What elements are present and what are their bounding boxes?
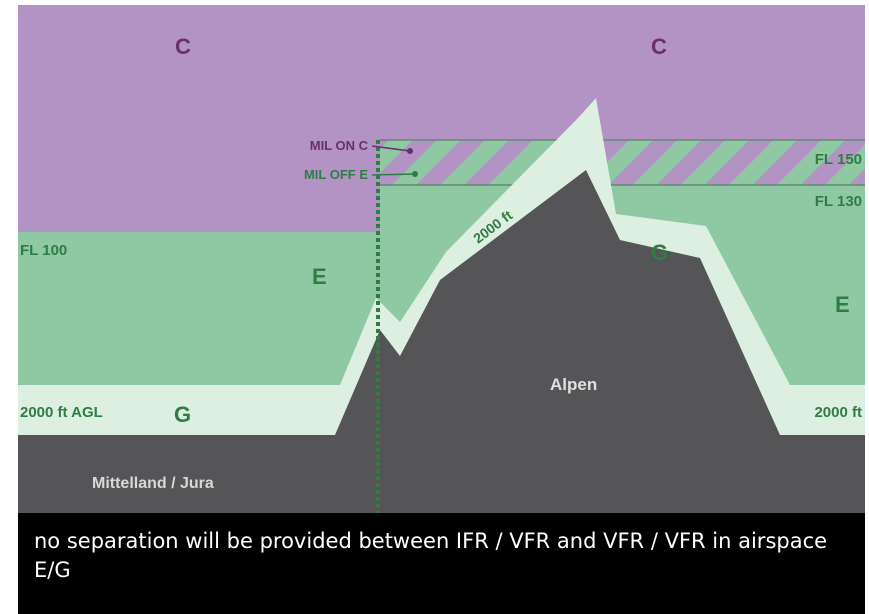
label-fl100: FL 100 bbox=[20, 242, 67, 259]
label-agl: 2000 ft AGL bbox=[20, 404, 103, 421]
label-fl130: FL 130 bbox=[815, 193, 862, 210]
label-c: C bbox=[651, 34, 667, 59]
page: C C MIL ON C MIL OFF E FL 150 FL 130 FL … bbox=[0, 0, 869, 600]
mil-band bbox=[380, 140, 865, 185]
label-g: G bbox=[174, 402, 191, 427]
label-g: G bbox=[651, 240, 668, 265]
label-mil-off: MIL OFF E bbox=[304, 167, 368, 182]
mil-on-dot bbox=[407, 148, 413, 154]
label-agl: 2000 ft bbox=[814, 404, 862, 421]
label-e: E bbox=[312, 264, 327, 289]
label-mil-on: MIL ON C bbox=[310, 138, 369, 153]
label-c: C bbox=[175, 34, 191, 59]
mil-off-dot bbox=[412, 171, 418, 177]
label-alpen: Alpen bbox=[550, 375, 597, 394]
caption: no separation will be provided between I… bbox=[18, 513, 865, 614]
mil-off-pointer bbox=[372, 174, 415, 175]
label-fl150: FL 150 bbox=[815, 151, 862, 168]
label-mittelland: Mittelland / Jura bbox=[92, 475, 214, 492]
airspace-diagram: C C MIL ON C MIL OFF E FL 150 FL 130 FL … bbox=[0, 0, 869, 513]
label-e: E bbox=[835, 292, 850, 317]
